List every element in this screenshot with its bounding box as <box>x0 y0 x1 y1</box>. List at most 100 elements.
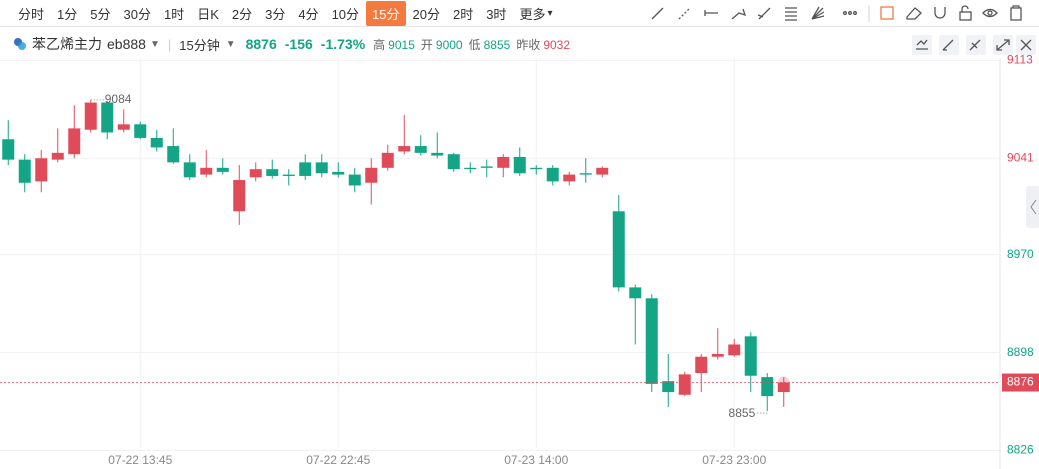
period-button[interactable]: 10分 <box>331 6 360 22</box>
stat-value: 9000 <box>435 37 463 52</box>
period-button[interactable]: 20分 <box>412 6 440 22</box>
name[interactable]: 苯乙烯主力 <box>32 36 102 52</box>
tool-hline[interactable] <box>704 10 718 16</box>
tool-fan[interactable] <box>811 6 825 20</box>
tool-parallel[interactable] <box>757 7 771 20</box>
candle-body <box>183 162 196 178</box>
tool-ray[interactable] <box>678 7 691 20</box>
candle-body <box>398 146 411 152</box>
stat-value: 9032 <box>543 37 571 52</box>
period-button[interactable]: 更多 <box>519 6 546 22</box>
period-button[interactable]: 3时 <box>486 6 507 22</box>
tool-eye[interactable] <box>982 8 998 18</box>
period-button[interactable]: 2分 <box>231 6 253 22</box>
stats: 高 9015 开 9000 低 8855 昨收 9032 <box>373 36 576 53</box>
candle-body <box>348 174 361 186</box>
y-tick-label: 8898 <box>1007 345 1034 359</box>
caret[interactable]: ▼ <box>225 38 236 50</box>
candle-body <box>431 152 444 156</box>
high-label: 9084 <box>105 92 132 106</box>
period-button[interactable]: 15分 <box>366 0 406 26</box>
period-button[interactable]: 5分 <box>90 6 111 22</box>
candle-body <box>150 137 163 148</box>
tool-line[interactable] <box>651 7 664 20</box>
candle-body <box>464 167 477 170</box>
candle-body <box>761 377 774 397</box>
candle-body <box>84 102 97 130</box>
candle-body <box>513 156 526 174</box>
y-tick-label: 8826 <box>1007 443 1034 457</box>
tool-polyline[interactable] <box>731 8 747 20</box>
tool-dots[interactable] <box>848 11 852 15</box>
collapse-tab[interactable] <box>1026 186 1039 228</box>
period[interactable]: 15分钟 <box>179 37 220 53</box>
candle-body <box>612 211 625 288</box>
candle-body <box>167 146 180 163</box>
stat-label: 高 <box>373 37 386 52</box>
period-button[interactable]: 30分 <box>123 6 151 22</box>
candle-body <box>579 173 592 175</box>
icon-indicator[interactable] <box>916 39 928 50</box>
candle-body <box>216 167 229 172</box>
x-tick-label: 07-23 23:00 <box>702 453 766 467</box>
icon-close[interactable] <box>1020 39 1032 51</box>
icon-expand[interactable] <box>996 39 1010 51</box>
candle-body <box>480 166 493 168</box>
period-button[interactable]: 日K <box>197 6 219 22</box>
candle-body <box>101 102 114 133</box>
tool-delete[interactable] <box>1010 5 1022 21</box>
icon-draw[interactable] <box>942 39 954 51</box>
candle-body <box>51 152 64 160</box>
stat-value: 9015 <box>388 37 415 52</box>
candle-body <box>299 162 312 176</box>
candle-body <box>134 124 147 138</box>
period-button[interactable]: 1分 <box>57 6 78 22</box>
candle-body <box>332 171 345 175</box>
last-price-dot <box>777 376 790 389</box>
candle-body <box>315 162 328 174</box>
more-caret[interactable]: ▾ <box>547 7 553 19</box>
candle-body <box>728 344 741 356</box>
period-button[interactable]: 2时 <box>452 6 474 22</box>
candle-body <box>200 167 213 175</box>
x-tick-label: 07-22 22:45 <box>306 453 370 467</box>
candle-body <box>662 381 675 393</box>
stat-label: 开 <box>420 37 433 52</box>
candle-body <box>744 336 757 376</box>
candle-body <box>233 180 246 212</box>
x-tick-label: 07-22 13:45 <box>108 453 172 467</box>
period-button[interactable]: 4分 <box>298 6 319 22</box>
y-tick-label: 8970 <box>1007 247 1034 261</box>
stat-label: 低 <box>468 37 481 52</box>
header: 苯乙烯主力 eb888 ▼ | 15分钟 ▼ 8876 -156 -1.73% … <box>0 30 1039 58</box>
caret[interactable]: ▼ <box>149 38 160 50</box>
candle-body <box>777 382 790 393</box>
tool-icons <box>651 5 1022 22</box>
stat-value: 8855 <box>483 37 511 52</box>
separator: | <box>167 36 172 52</box>
candle-body <box>711 353 724 357</box>
candle-body <box>282 174 295 176</box>
icon-pen[interactable] <box>969 39 981 51</box>
price: 8876 <box>245 36 277 52</box>
tool-fib[interactable] <box>785 7 797 21</box>
candle-body <box>365 167 378 183</box>
period-button[interactable]: 分时 <box>18 6 45 22</box>
candle-body <box>414 146 427 153</box>
change-pct: -1.73% <box>320 36 366 52</box>
candle-body <box>678 374 691 395</box>
candle-body <box>447 154 460 170</box>
candle-body <box>530 167 543 170</box>
tool-edit[interactable] <box>880 6 894 20</box>
period-button[interactable]: 1时 <box>163 6 185 22</box>
period-button[interactable]: 3分 <box>265 6 286 22</box>
change: -156 <box>284 36 313 52</box>
candle-body <box>629 287 642 299</box>
tool-magnet[interactable] <box>934 7 946 19</box>
tool-lock[interactable] <box>959 11 972 21</box>
tool-erase[interactable] <box>906 7 922 20</box>
candle-body <box>68 128 81 155</box>
candle-body <box>695 356 708 374</box>
